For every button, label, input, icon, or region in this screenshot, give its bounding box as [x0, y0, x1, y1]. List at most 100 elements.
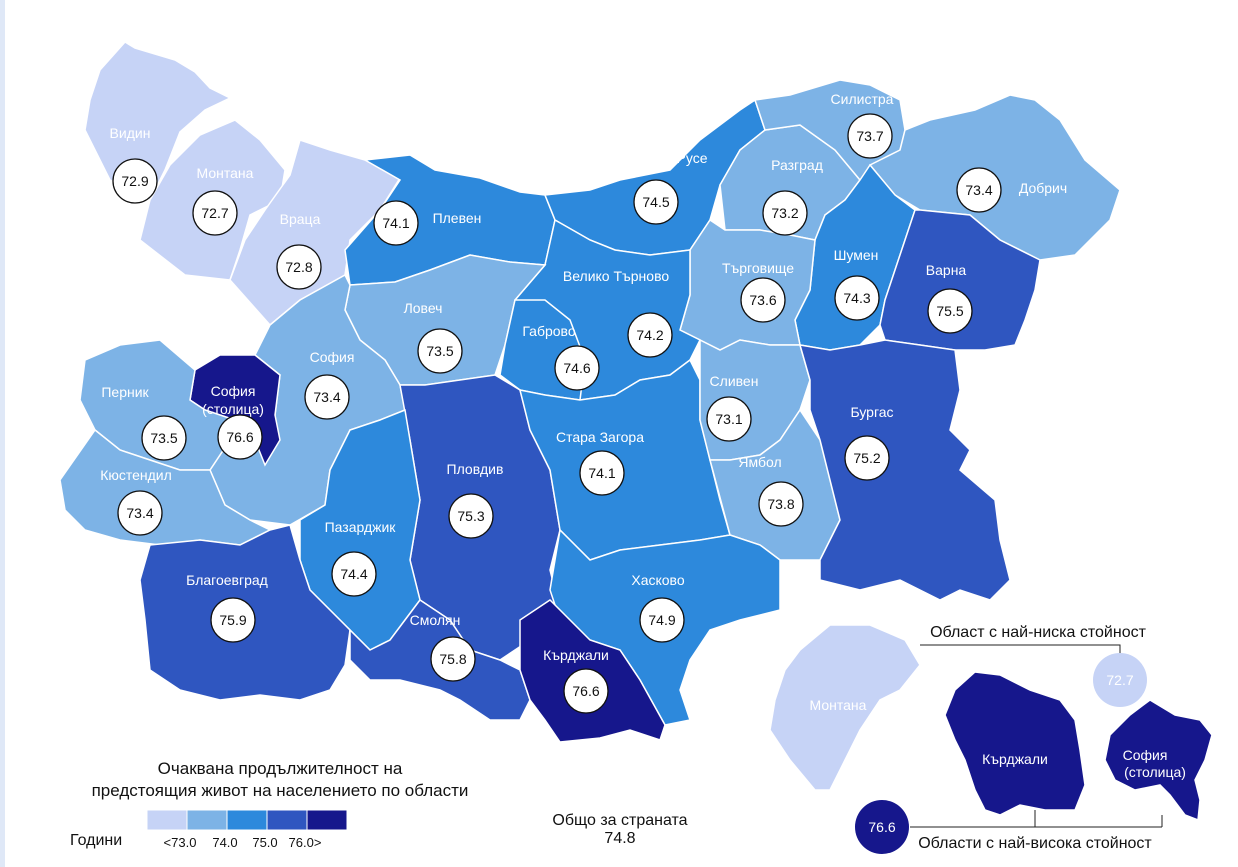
legend-break-label: 76.0> [289, 835, 322, 850]
inset-lowest-label: Област с най-ниска стойност [930, 624, 1147, 641]
legend-title: Очаквана продължителност на предстоящия … [80, 758, 480, 802]
inset-highest-label: Области с най-висока стойност [918, 835, 1152, 852]
region-value-ямбол: 73.8 [767, 496, 794, 512]
region-label-хасково: Хасково [631, 572, 684, 588]
region-label-русе: Русе [677, 150, 708, 166]
value-circle-сливен [706, 396, 752, 442]
value-circle-ямбол [758, 481, 804, 527]
legend-break-label: <73.0 [164, 835, 197, 850]
inset-highest-circle [855, 800, 909, 854]
region-бургас [798, 339, 1011, 601]
legend-swatch-2 [186, 809, 228, 831]
value-circle-пловдив [448, 493, 494, 539]
value-circle-враца [276, 244, 322, 290]
value-circle-варна [927, 288, 973, 334]
inset-label-montana: Монтана [810, 697, 867, 713]
region-label-силистра: Силистра [831, 91, 894, 107]
inset-region-sofia-capital [1104, 699, 1213, 822]
region-label-монтана: Монтана [197, 165, 254, 181]
legend-layer: <73.0 74.0 75.0 76.0> [146, 809, 348, 850]
inset-region-kardzhali [944, 671, 1086, 816]
region-value-пловдив: 75.3 [457, 508, 484, 524]
region-label-стара-загора: Стара Загора [556, 429, 644, 445]
region-value-шумен: 74.3 [843, 290, 870, 306]
region-value-видин: 72.9 [121, 173, 148, 189]
region-label-сливен: Сливен [710, 373, 759, 389]
value-circle-ловеч [417, 328, 463, 374]
region-label-пловдив: Пловдив [447, 461, 504, 477]
value-circle-благоевград [210, 597, 256, 643]
legend-unit: Години [70, 832, 123, 849]
region-value-бургас: 75.2 [853, 450, 880, 466]
region-label-кърджали: Кърджали [543, 647, 609, 663]
region-value-русе: 74.5 [642, 194, 669, 210]
value-circle-бургас [844, 435, 890, 481]
labels-layer: Видин 72.9 Монтана 72.7 Враца 72.8 Плевен 74.1 Р… [100, 91, 1067, 714]
inset-label-sofia-capital: (столица) [1124, 764, 1186, 780]
inset-lowest-connector [920, 644, 1121, 660]
value-circle-плевен [373, 200, 419, 246]
value-circle-софия [304, 374, 350, 420]
region-value-перник: 73.5 [150, 430, 177, 446]
region-value-кюстендил: 73.4 [126, 505, 153, 521]
value-circle-кюстендил [117, 490, 163, 536]
region-label-добрич: Добрич [1019, 180, 1067, 196]
region-value-велико-търново: 74.2 [636, 327, 663, 343]
inset-layer: Монтана Кърджали София(столица) Област с на… [769, 624, 1213, 854]
value-circle-силистра [847, 113, 893, 159]
region-label-шумен: Шумен [834, 247, 879, 263]
region-value-кърджали: 76.6 [572, 683, 599, 699]
inset-lowest-value: 72.7 [1106, 672, 1133, 688]
value-circle-стара-загора [579, 450, 625, 496]
region-label-софия-столица: София [211, 383, 256, 399]
region-label-ямбол: Ямбол [738, 454, 781, 470]
region-value-плевен: 74.1 [382, 215, 409, 231]
value-circle-монтана [192, 190, 238, 236]
value-circle-перник [141, 415, 187, 461]
value-circle-разград [762, 190, 808, 236]
region-label-смолян: Смолян [410, 612, 461, 628]
region-label-разград: Разград [771, 157, 823, 173]
region-label-габрово: Габрово [522, 323, 575, 339]
region-value-търговище: 73.6 [749, 292, 776, 308]
inset-highest-value: 76.6 [868, 819, 895, 835]
region-варна [879, 209, 1041, 351]
region-label-ловеч: Ловеч [404, 300, 443, 316]
value-circle-велико-търново [627, 312, 673, 358]
region-value-габрово: 74.6 [563, 360, 590, 376]
region-label-перник: Перник [101, 384, 149, 400]
value-circle-кърджали [563, 668, 609, 714]
region-видин [84, 41, 232, 202]
country-total: Общо за страната 74.8 [520, 812, 720, 848]
region-label-благоевград: Благоевград [186, 572, 268, 588]
value-circle-русе [633, 179, 679, 225]
region-label-софия-столица: (столица) [202, 401, 264, 417]
region-value-хасково: 74.9 [648, 612, 675, 628]
value-circle-смолян [430, 636, 476, 682]
value-circle-пазарджик [331, 551, 377, 597]
country-total-value: 74.8 [604, 830, 636, 847]
region-label-пазарджик: Пазарджик [325, 519, 397, 535]
region-label-плевен: Плевен [433, 210, 482, 226]
region-label-велико-търново: Велико Търново [563, 268, 669, 284]
region-value-стара-загора: 74.1 [588, 465, 615, 481]
region-value-благоевград: 75.9 [219, 612, 246, 628]
region-value-ловеч: 73.5 [426, 343, 453, 359]
region-value-разград: 73.2 [771, 205, 798, 221]
region-кюстендил [59, 428, 272, 546]
legend-title-line1: Очаквана продължителност на [157, 759, 403, 778]
value-circle-шумен [834, 275, 880, 321]
inset-region-montana [769, 624, 921, 791]
value-circle-добрич [956, 167, 1002, 213]
legend-swatch-4 [266, 809, 308, 831]
region-label-бургас: Бургас [850, 404, 893, 420]
legend-title-line2: предстоящия живот на населението по обла… [91, 781, 469, 800]
region-value-враца: 72.8 [285, 259, 312, 275]
value-circle-видин [112, 158, 158, 204]
region-label-варна: Варна [926, 262, 967, 278]
region-label-враца: Враца [280, 211, 321, 227]
region-label-софия: София [310, 349, 355, 365]
value-circle-хасково [639, 597, 685, 643]
left-frame [0, 0, 5, 867]
